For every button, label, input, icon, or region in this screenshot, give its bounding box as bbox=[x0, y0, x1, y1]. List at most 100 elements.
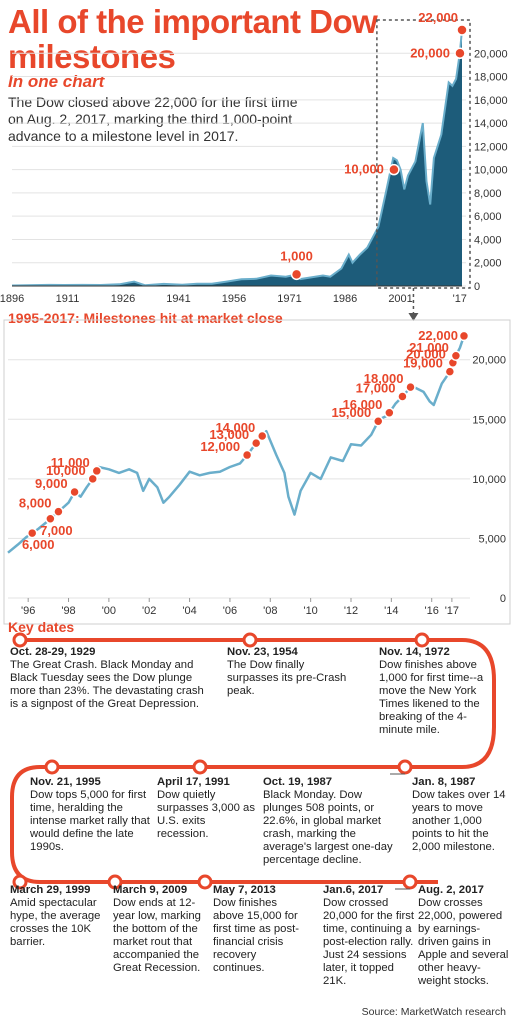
key-date-event: April 17, 1991 Dow quietly surpasses 3,00… bbox=[157, 776, 257, 841]
dow-area bbox=[12, 30, 462, 286]
y-tick-label: 20,000 bbox=[472, 355, 506, 367]
x-tick-label: '98 bbox=[61, 605, 75, 617]
milestone-label: 22,000 bbox=[418, 328, 458, 343]
y-tick-label: 4,000 bbox=[474, 234, 502, 246]
key-date-event: Oct. 28-29, 1929 The Great Crash. Black M… bbox=[10, 646, 205, 711]
milestone-label: 18,000 bbox=[364, 371, 404, 386]
event-description: Dow takes over 14 years to move another … bbox=[412, 789, 506, 853]
x-tick-label: '08 bbox=[263, 605, 277, 617]
event-date: Jan. 8, 1987 bbox=[412, 776, 476, 788]
milestone-label: 13,000 bbox=[209, 427, 249, 442]
milestone-label: 22,000 bbox=[418, 10, 458, 25]
key-date-event: Aug. 2, 2017 Dow crosses 22,000, powered … bbox=[418, 884, 510, 988]
y-tick-label: 5,000 bbox=[478, 533, 506, 545]
timeline-node bbox=[242, 632, 258, 648]
milestone-dot bbox=[458, 330, 470, 342]
milestone-label: 15,000 bbox=[331, 405, 371, 420]
x-tick-label: '17 bbox=[445, 605, 459, 617]
event-date: Oct. 19, 1987 bbox=[263, 776, 333, 788]
event-date: Nov. 23, 1954 bbox=[227, 646, 298, 658]
milestone-dot bbox=[454, 47, 466, 60]
x-tick-label: 1896 bbox=[0, 293, 24, 305]
timeline-node bbox=[402, 874, 418, 890]
timeline-node bbox=[12, 874, 28, 890]
key-date-event: March 29, 1999 Amid spectacular hype, the… bbox=[10, 884, 104, 949]
milestone-dot bbox=[87, 473, 98, 485]
x-tick-label: '06 bbox=[223, 605, 237, 617]
milestone-label: 16,000 bbox=[343, 397, 383, 412]
y-tick-label: 12,000 bbox=[474, 141, 508, 153]
milestone-dot bbox=[290, 268, 303, 281]
milestone-label: 20,000 bbox=[406, 347, 446, 362]
milestone-dot bbox=[450, 350, 462, 362]
x-tick-label: 1911 bbox=[56, 293, 80, 305]
milestone-dot bbox=[456, 24, 468, 36]
milestone-label: 20,000 bbox=[410, 45, 450, 60]
y-tick-label: 10,000 bbox=[474, 165, 508, 177]
key-date-event: Nov. 23, 1954 The Dow finally surpasses i… bbox=[227, 646, 347, 698]
timeline-node bbox=[192, 759, 208, 775]
page-description: The Dow closed above 22,000 for the firs… bbox=[8, 94, 298, 144]
zoom-highlight-box bbox=[376, 19, 471, 289]
y-tick-label: 15,000 bbox=[472, 414, 506, 426]
milestone-dot bbox=[53, 506, 64, 517]
timeline-path bbox=[10, 638, 496, 884]
key-date-event: Nov. 14, 1972 Dow finishes above 1,000 fo… bbox=[379, 646, 497, 737]
y-tick-label: 20,000 bbox=[474, 48, 508, 60]
event-description: Dow finishes above 1,000 for first time-… bbox=[379, 659, 484, 736]
event-date: May 7, 2013 bbox=[213, 884, 276, 896]
y-tick-label: 0 bbox=[500, 593, 506, 605]
event-description: Dow ends at 12-year low, marking the bot… bbox=[113, 897, 201, 974]
milestone-dot bbox=[45, 513, 56, 525]
milestone-dot bbox=[405, 381, 416, 393]
milestone-label: 8,000 bbox=[19, 496, 52, 511]
milestone-dot bbox=[397, 391, 408, 402]
event-date: March 9, 2009 bbox=[113, 884, 188, 896]
milestone-dot bbox=[384, 407, 395, 419]
milestone-dot bbox=[444, 366, 456, 377]
milestone-dot bbox=[388, 163, 400, 176]
x-tick-label: 1986 bbox=[333, 293, 357, 305]
event-description: Dow tops 5,000 for first time, heralding… bbox=[30, 789, 150, 853]
milestone-dot bbox=[26, 527, 38, 539]
y-tick-label: 8,000 bbox=[474, 188, 502, 200]
milestone-dot bbox=[250, 437, 262, 449]
milestone-label: 1,000 bbox=[280, 248, 313, 263]
key-date-event: Nov. 21, 1995 Dow tops 5,000 for first ti… bbox=[30, 776, 152, 854]
x-tick-label: 1971 bbox=[277, 293, 301, 305]
x-tick-label: '00 bbox=[102, 605, 116, 617]
milestone-label: 10,000 bbox=[46, 463, 86, 478]
x-tick-label: '02 bbox=[142, 605, 156, 617]
milestone-dot bbox=[91, 465, 103, 477]
milestone-label: 14,000 bbox=[215, 420, 255, 435]
source-note: Source: MarketWatch research bbox=[361, 1006, 506, 1018]
line-chart-title: 1995-2017: Milestones hit at market clos… bbox=[8, 310, 283, 326]
line-chart-frame bbox=[3, 319, 511, 625]
timeline-node bbox=[12, 632, 28, 648]
x-tick-label: '14 bbox=[384, 605, 398, 617]
page-title: All of the important Dow milestones bbox=[8, 3, 378, 75]
milestone-dot bbox=[69, 486, 80, 498]
milestone-dot bbox=[256, 430, 268, 442]
event-description: Dow quietly surpasses 3,000 as U.S. exit… bbox=[157, 789, 255, 840]
milestone-label: 11,000 bbox=[51, 455, 90, 470]
event-description: The Great Crash. Black Monday and Black … bbox=[10, 659, 204, 710]
x-tick-label: 2001 bbox=[388, 293, 412, 305]
milestone-label: 7,000 bbox=[40, 523, 73, 538]
event-date: April 17, 1991 bbox=[157, 776, 230, 788]
zoom-arrow bbox=[408, 313, 419, 321]
milestone-label: 12,000 bbox=[200, 439, 240, 454]
y-tick-label: 18,000 bbox=[474, 72, 508, 84]
milestone-label: 10,000 bbox=[344, 162, 384, 177]
milestone-dot bbox=[372, 415, 384, 427]
event-date: March 29, 1999 bbox=[10, 884, 91, 896]
x-tick-label: '96 bbox=[21, 605, 35, 617]
key-date-event: March 9, 2009 Dow ends at 12-year low, ma… bbox=[113, 884, 213, 975]
event-description: Dow crossed 20,000 for the first time, c… bbox=[323, 897, 415, 987]
milestone-label: 21,000 bbox=[409, 340, 449, 355]
event-date: Aug. 2, 2017 bbox=[418, 884, 484, 896]
event-date: Nov. 14, 1972 bbox=[379, 646, 450, 658]
event-description: Dow crosses 22,000, powered by earnings-… bbox=[418, 897, 509, 987]
x-tick-label: '16 bbox=[425, 605, 439, 617]
milestone-label: 9,000 bbox=[35, 476, 68, 491]
